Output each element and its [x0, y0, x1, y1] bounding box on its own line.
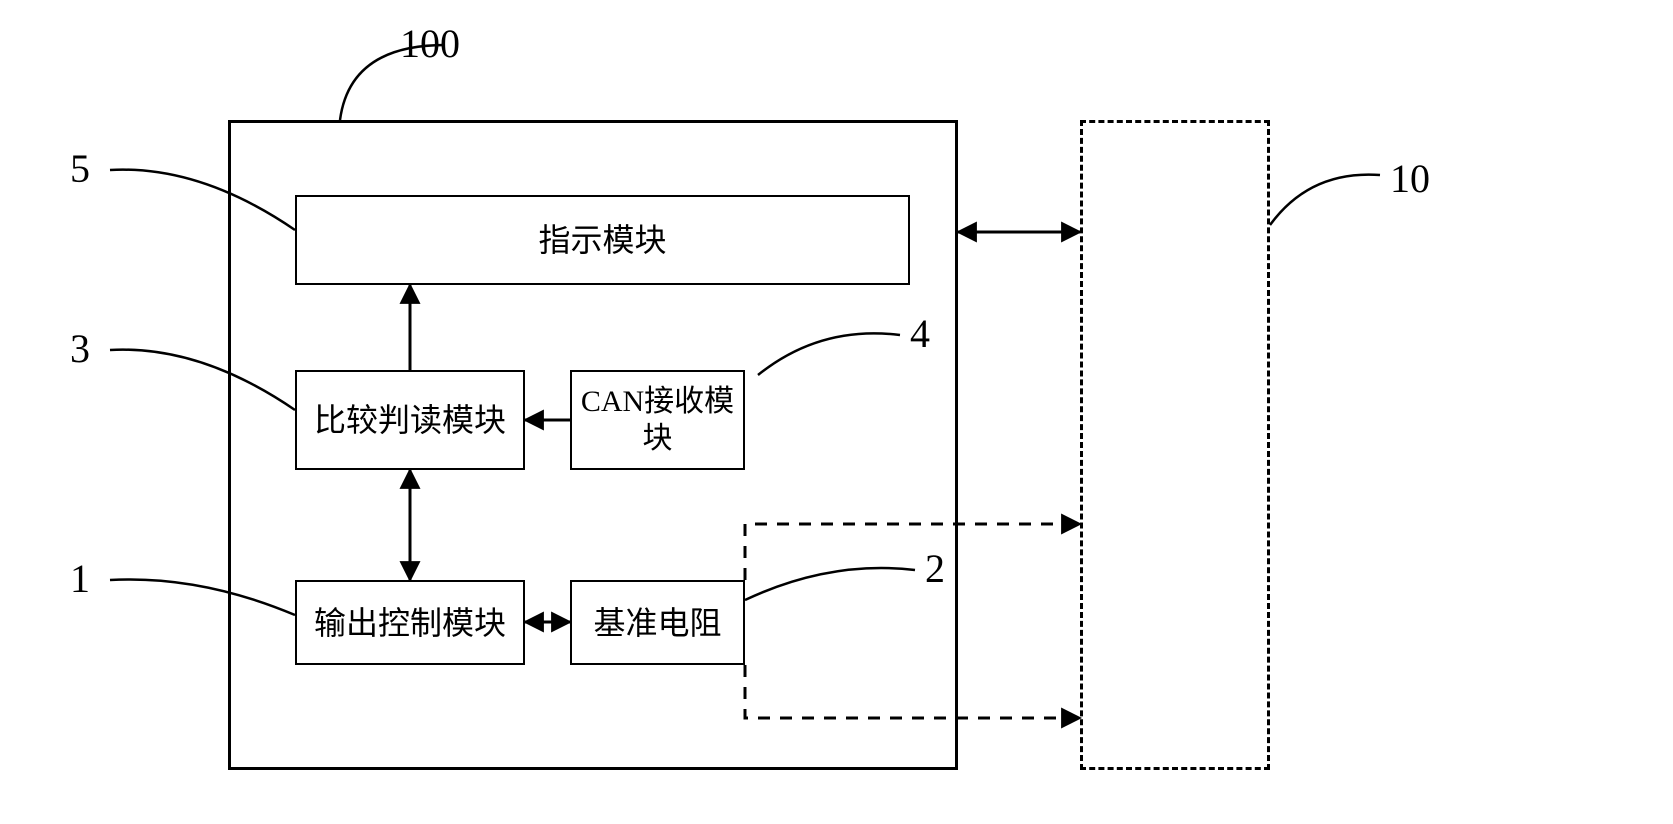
node-compare-module: 比较判读模块 [295, 370, 525, 470]
diagram-canvas: 指示模块 比较判读模块 CAN接收模 块 输出控制模块 基准电阻 100 10 … [0, 0, 1673, 824]
leader-l10 [1270, 175, 1380, 225]
node-resistor-label: 基准电阻 [593, 603, 721, 643]
node-indicator-module: 指示模块 [295, 195, 910, 285]
ref-label-1: 1 [70, 555, 90, 602]
ref-label-2: 2 [925, 545, 945, 592]
ref-label-10: 10 [1390, 155, 1430, 202]
ref-label-5: 5 [70, 145, 90, 192]
ref-label-3: 3 [70, 325, 90, 372]
node-compare-label: 比较判读模块 [314, 400, 506, 440]
node-output-label: 输出控制模块 [314, 603, 506, 643]
container-external [1080, 120, 1270, 770]
node-can-module: CAN接收模 块 [570, 370, 745, 470]
node-indicator-label: 指示模块 [538, 220, 666, 260]
node-output-module: 输出控制模块 [295, 580, 525, 665]
ref-label-4: 4 [910, 310, 930, 357]
node-resistor: 基准电阻 [570, 580, 745, 665]
node-can-label: CAN接收模 块 [581, 383, 734, 458]
ref-label-100: 100 [400, 20, 460, 67]
